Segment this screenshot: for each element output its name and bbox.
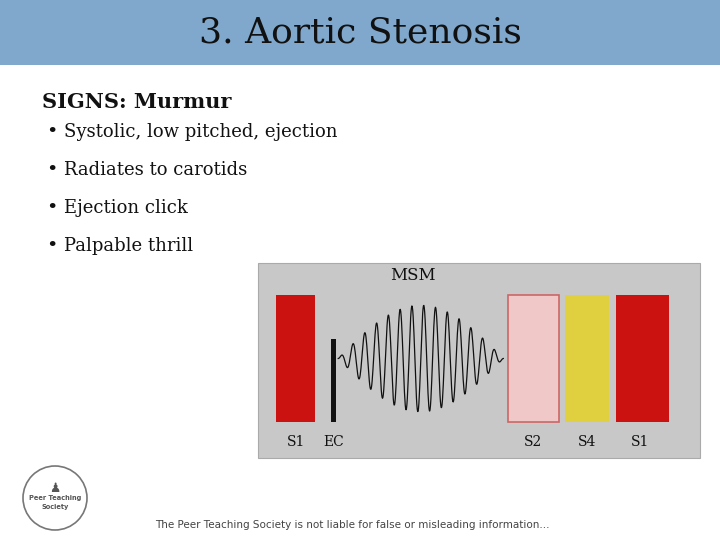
Bar	[276, 295, 315, 422]
Text: MSM: MSM	[390, 267, 436, 284]
Text: ♟: ♟	[50, 482, 60, 495]
FancyBboxPatch shape	[0, 0, 720, 65]
Text: •: •	[46, 237, 58, 255]
Bar	[565, 295, 609, 422]
Text: S2: S2	[524, 435, 542, 449]
Text: EC: EC	[323, 435, 344, 449]
Text: The Peer Teaching Society is not liable for false or misleading information...: The Peer Teaching Society is not liable …	[155, 520, 549, 530]
Text: Systolic, low pitched, ejection: Systolic, low pitched, ejection	[64, 123, 338, 141]
Text: S4: S4	[578, 435, 596, 449]
Text: Society: Society	[41, 504, 68, 510]
Text: •: •	[46, 199, 58, 217]
Text: 3. Aortic Stenosis: 3. Aortic Stenosis	[199, 16, 521, 50]
Bar	[616, 295, 669, 422]
Text: Peer Teaching: Peer Teaching	[29, 495, 81, 501]
Text: •: •	[46, 161, 58, 179]
Text: Radiates to carotids: Radiates to carotids	[64, 161, 247, 179]
Text: Ejection click: Ejection click	[64, 199, 188, 217]
Text: •: •	[46, 123, 58, 141]
FancyBboxPatch shape	[258, 263, 700, 458]
Text: S1: S1	[631, 435, 649, 449]
Text: S1: S1	[287, 435, 305, 449]
Bar	[331, 340, 336, 422]
Text: Palpable thrill: Palpable thrill	[64, 237, 193, 255]
Text: SIGNS: Murmur: SIGNS: Murmur	[42, 92, 231, 112]
Bar	[508, 295, 559, 422]
